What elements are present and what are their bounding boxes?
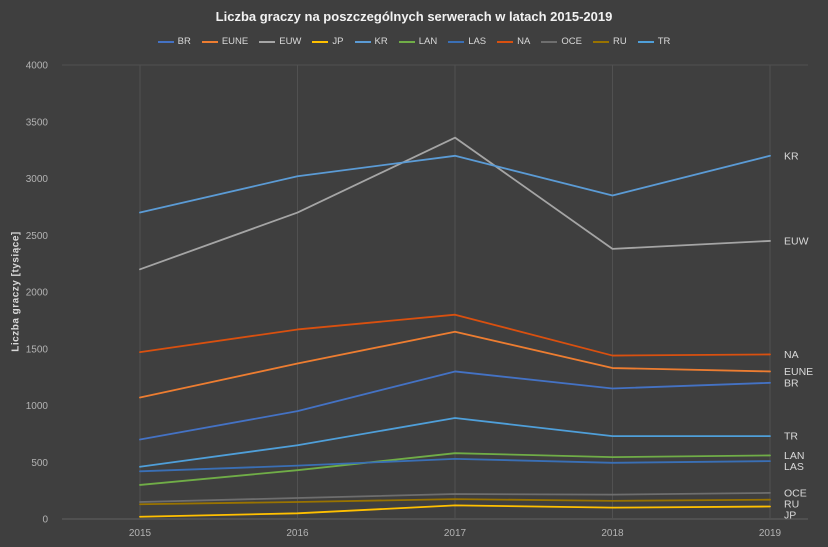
series-line-OCE [139, 491, 771, 503]
legend-line-swatch [541, 40, 558, 43]
series-line-RU [139, 498, 771, 506]
y-tick-label: 1000 [26, 401, 49, 412]
legend-label: EUNE [221, 36, 249, 47]
legend-item-NA: NA [497, 36, 530, 47]
legend-line-swatch [592, 40, 609, 43]
legend-label: NA [517, 36, 531, 47]
legend-label: OCE [561, 36, 582, 47]
legend-item-LAN: LAN [398, 36, 438, 47]
legend-item-LAS: LAS [448, 36, 486, 47]
legend-line-swatch [157, 40, 174, 43]
series-label-LAS: LAS [784, 461, 804, 473]
series-line-EUW [139, 136, 771, 271]
y-tick-label: 3000 [26, 174, 49, 185]
legend-label: JP [332, 36, 344, 47]
series-line-EUNE [139, 330, 771, 399]
series-label-LAN: LAN [784, 450, 804, 462]
series-label-JP: JP [784, 509, 796, 521]
series-line-NA [139, 313, 771, 357]
legend-item-EUW: EUW [259, 36, 301, 47]
legend-label: RU [612, 36, 627, 47]
legend-line-swatch [637, 40, 654, 43]
x-tick-label: 2017 [444, 528, 467, 539]
legend-item-TR: TR [637, 36, 671, 47]
legend-label: LAN [418, 36, 438, 47]
series-label-OCE: OCE [784, 487, 807, 499]
legend-line-swatch [201, 40, 218, 43]
series-label-TR: TR [784, 431, 798, 443]
series-line-KR [139, 154, 771, 214]
legend-line-swatch [354, 40, 371, 43]
legend: BR EUNE EUW JP KR LAN LAS NA OCE RU TR [0, 36, 828, 47]
series-line-BR [139, 370, 771, 441]
series-line-LAS [139, 457, 771, 473]
legend-label: EUW [279, 36, 302, 47]
series-label-EUNE: EUNE [784, 366, 813, 378]
legend-item-RU: RU [592, 36, 627, 47]
series-label-NA: NA [784, 349, 799, 361]
legend-label: TR [657, 36, 671, 47]
legend-line-swatch [398, 40, 415, 43]
x-tick-label: 2018 [601, 528, 624, 539]
series-label-KR: KR [784, 150, 799, 162]
y-tick-label: 4000 [26, 61, 49, 72]
legend-line-swatch [259, 40, 276, 43]
y-tick-label: 1500 [26, 344, 49, 355]
legend-item-OCE: OCE [541, 36, 582, 47]
x-tick-label: 2015 [129, 528, 152, 539]
y-tick-label: 3500 [26, 117, 49, 128]
legend-line-swatch [448, 40, 465, 43]
chart-title: Liczba graczy na poszczególnych serwerac… [215, 9, 613, 24]
y-tick-label: 2500 [26, 231, 49, 242]
y-tick-label: 2000 [26, 288, 49, 299]
series-line-LAN [139, 452, 771, 486]
legend-item-KR: KR [354, 36, 388, 47]
series-label-BR: BR [784, 377, 799, 389]
x-tick-label: 2016 [286, 528, 309, 539]
legend-label: LAS [468, 36, 487, 47]
series-line-JP [139, 504, 771, 518]
series-line-TR [139, 417, 771, 468]
legend-label: KR [374, 36, 388, 47]
legend-item-BR: BR [157, 36, 191, 47]
legend-label: BR [177, 36, 191, 47]
legend-item-EUNE: EUNE [201, 36, 249, 47]
y-axis-title: Liczba graczy [tysiące] [10, 231, 22, 352]
y-tick-label: 0 [42, 515, 48, 526]
legend-line-swatch [312, 40, 329, 43]
x-tick-label: 2019 [759, 528, 782, 539]
legend-item-JP: JP [312, 36, 344, 47]
series-label-RU: RU [784, 498, 799, 510]
y-tick-label: 500 [31, 458, 48, 469]
legend-line-swatch [497, 40, 514, 43]
series-label-EUW: EUW [784, 235, 809, 247]
